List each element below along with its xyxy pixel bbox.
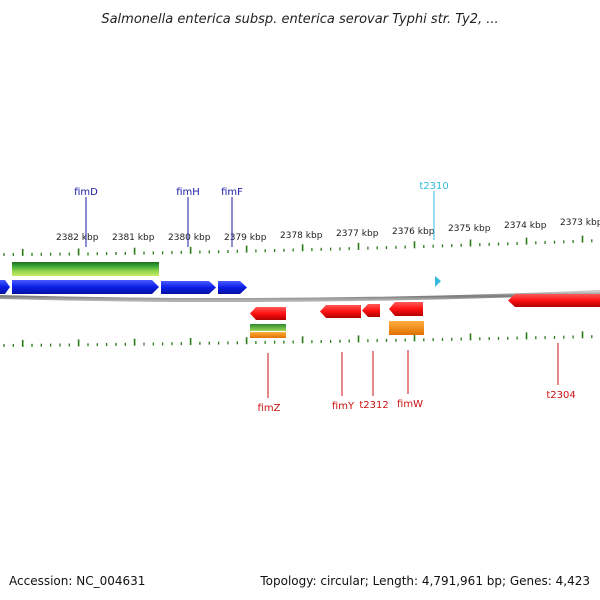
- tick-label-2378: 2378 kbp: [280, 231, 323, 241]
- map-title: Salmonella enterica subsp. enterica sero…: [101, 12, 498, 27]
- reverse-strand: [250, 294, 600, 320]
- tick-label-2381: 2381 kbp: [112, 233, 155, 243]
- accession-label: Accession: NC_004631: [9, 574, 146, 588]
- tick-label-2380: 2380 kbp: [168, 233, 211, 243]
- gene-label-fimH[interactable]: fimH: [176, 187, 200, 198]
- tick-label-2377: 2377 kbp: [336, 229, 379, 239]
- upper-tick-row: [3, 235, 593, 256]
- gene-arrow-fimY[interactable]: [320, 305, 361, 318]
- gene-arrow-t2304[interactable]: [508, 294, 600, 307]
- gene-label-t2312[interactable]: t2312: [359, 400, 388, 411]
- lower-tick-row: [3, 331, 593, 347]
- tick-label-2376: 2376 kbp: [392, 227, 435, 237]
- gene-arrow-fimD[interactable]: [12, 280, 159, 294]
- scale-labels: 2382 kbp 2381 kbp 2380 kbp 2379 kbp 2378…: [56, 218, 600, 243]
- annotation-orange-fimW[interactable]: [389, 321, 424, 335]
- tick-label-2382: 2382 kbp: [56, 233, 99, 243]
- gene-label-t2304[interactable]: t2304: [546, 390, 575, 401]
- annotation-band-top[interactable]: [12, 262, 159, 276]
- gene-label-fimW[interactable]: fimW: [397, 399, 423, 410]
- gene-label-fimZ[interactable]: fimZ: [258, 403, 281, 414]
- gene-arrow-fimF[interactable]: [218, 281, 247, 294]
- bottom-gene-labels: fimZ fimY t2312 fimW t2304: [258, 343, 576, 414]
- tick-label-2374: 2374 kbp: [504, 221, 547, 231]
- gene-arrow-fimH[interactable]: [161, 281, 216, 294]
- tick-label-2373: 2373 kbp: [560, 218, 600, 228]
- gene-label-fimD[interactable]: fimD: [74, 187, 98, 198]
- tick-label-2379: 2379 kbp: [224, 233, 267, 243]
- gene-arrow-t2312[interactable]: [362, 304, 380, 317]
- genome-summary: Topology: circular; Length: 4,791,961 bp…: [260, 574, 590, 588]
- annotation-green-fimZ[interactable]: [250, 324, 286, 331]
- forward-strand: [0, 280, 247, 294]
- gene-label-fimY[interactable]: fimY: [332, 401, 355, 412]
- tick-label-2375: 2375 kbp: [448, 224, 491, 234]
- annotation-orange-fimZ[interactable]: [250, 332, 286, 338]
- gene-arrow-fimZ[interactable]: [250, 307, 286, 320]
- top-gene-labels: fimD fimH fimF t2310: [74, 181, 449, 247]
- gene-arrow-left-edge[interactable]: [0, 280, 10, 294]
- t2310-marker-icon[interactable]: [435, 276, 441, 287]
- gene-arrow-fimW[interactable]: [389, 302, 423, 316]
- gene-label-fimF[interactable]: fimF: [221, 187, 243, 198]
- gene-label-t2310[interactable]: t2310: [419, 181, 448, 192]
